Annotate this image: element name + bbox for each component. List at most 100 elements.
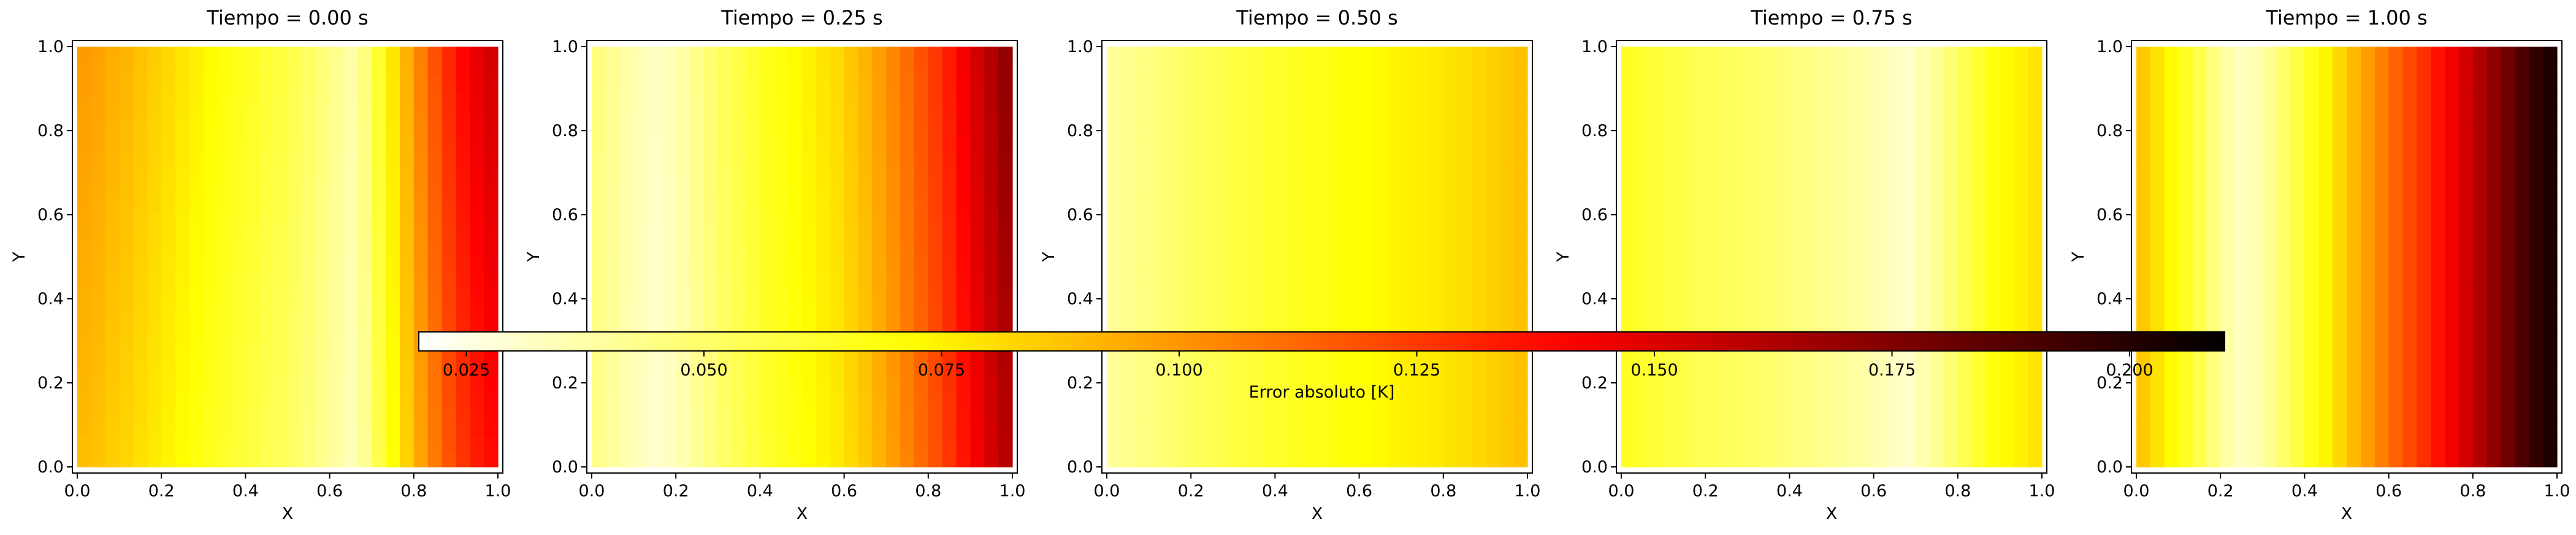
heatmap-cell bbox=[1971, 421, 1987, 437]
heatmap-cell bbox=[315, 256, 331, 272]
heatmap-cell bbox=[1957, 106, 1973, 122]
heatmap-cell bbox=[1845, 271, 1860, 288]
heatmap-cell bbox=[872, 212, 887, 228]
heatmap-cell bbox=[1331, 377, 1346, 393]
heatmap-cell bbox=[1705, 182, 1720, 198]
heatmap-cell bbox=[427, 91, 443, 107]
heatmap-cell bbox=[273, 331, 288, 347]
heatmap-cell bbox=[1943, 242, 1959, 258]
heatmap-cell bbox=[105, 331, 120, 347]
heatmap-cell bbox=[1331, 421, 1346, 437]
heatmap-cell bbox=[2276, 182, 2291, 198]
heatmap-cell bbox=[1120, 152, 1136, 167]
heatmap-cell bbox=[273, 91, 288, 107]
heatmap-cell bbox=[77, 152, 92, 167]
heatmap-cell bbox=[259, 287, 274, 302]
heatmap-cell bbox=[746, 421, 760, 437]
heatmap-cell bbox=[928, 152, 943, 167]
heatmap-cell bbox=[1177, 136, 1191, 152]
heatmap-cell bbox=[830, 166, 845, 182]
heatmap-cell bbox=[984, 136, 999, 152]
heatmap-cell bbox=[1916, 407, 1930, 423]
heatmap-cell bbox=[1163, 242, 1177, 258]
heatmap-cell bbox=[914, 391, 929, 407]
heatmap-cell bbox=[1916, 421, 1930, 437]
heatmap-cell bbox=[1775, 121, 1790, 137]
heatmap-cell bbox=[1205, 317, 1220, 333]
heatmap-cell bbox=[2360, 121, 2375, 137]
heatmap-cell bbox=[161, 152, 176, 167]
heatmap-cell bbox=[648, 182, 662, 198]
heatmap-cell bbox=[456, 256, 470, 272]
heatmap-cell bbox=[774, 407, 789, 423]
heatmap-cell bbox=[1177, 377, 1191, 393]
heatmap-cell bbox=[2360, 196, 2375, 212]
heatmap-cell bbox=[2276, 136, 2291, 152]
heatmap-cell bbox=[1930, 196, 1944, 212]
heatmap-cell bbox=[605, 196, 621, 212]
heatmap-cell bbox=[2304, 361, 2319, 377]
heatmap-cell bbox=[203, 47, 218, 63]
heatmap-cell bbox=[830, 61, 845, 77]
heatmap-cell bbox=[2501, 182, 2515, 198]
y-axis-label: Y bbox=[1039, 252, 1058, 263]
heatmap-cell bbox=[1218, 47, 1234, 63]
heatmap-cell bbox=[1218, 242, 1234, 258]
heatmap-cell bbox=[441, 242, 456, 258]
heatmap-cell bbox=[2445, 242, 2459, 258]
heatmap-cell bbox=[872, 106, 887, 122]
heatmap-cell bbox=[1148, 196, 1164, 212]
heatmap-cell bbox=[2304, 331, 2319, 347]
heatmap-cell bbox=[2150, 152, 2165, 167]
heatmap-cell bbox=[1971, 242, 1987, 258]
heatmap-cell bbox=[2192, 421, 2207, 437]
heatmap-cell bbox=[343, 361, 358, 377]
heatmap-cell bbox=[1415, 182, 1430, 198]
heatmap-cell bbox=[1789, 421, 1804, 437]
heatmap-cell bbox=[1705, 242, 1720, 258]
heatmap-cell bbox=[1901, 61, 1916, 77]
heatmap-cell bbox=[1233, 61, 1248, 77]
heatmap-cell bbox=[399, 166, 415, 182]
heatmap-cell bbox=[273, 121, 288, 137]
heatmap-cell bbox=[161, 391, 176, 407]
heatmap-cell bbox=[1635, 287, 1650, 302]
heatmap-cell bbox=[2164, 452, 2179, 468]
heatmap-cell bbox=[1457, 91, 1472, 107]
heatmap-cell bbox=[1485, 421, 1500, 437]
heatmap-cell bbox=[2178, 377, 2193, 393]
heatmap-cell bbox=[456, 106, 470, 122]
heatmap-cell bbox=[1719, 391, 1734, 407]
heatmap-cell bbox=[1233, 182, 1248, 198]
heatmap-cell bbox=[2028, 166, 2043, 182]
heatmap-cell bbox=[1120, 196, 1136, 212]
heatmap-cell bbox=[1218, 452, 1234, 468]
heatmap-cell bbox=[315, 421, 331, 437]
heatmap-cell bbox=[273, 61, 288, 77]
heatmap-cell bbox=[175, 61, 190, 77]
heatmap-cell bbox=[119, 136, 134, 152]
heatmap-cell bbox=[1275, 287, 1290, 302]
heatmap-cell bbox=[1373, 452, 1388, 468]
heatmap-cell bbox=[648, 301, 662, 317]
heatmap-cell bbox=[760, 121, 774, 137]
heatmap-cell bbox=[1233, 47, 1248, 63]
heatmap-cell bbox=[2543, 407, 2558, 423]
heatmap-cell bbox=[760, 377, 774, 393]
heatmap-cell bbox=[858, 301, 873, 317]
heatmap-cell bbox=[1415, 271, 1430, 288]
axes-frame bbox=[2131, 40, 2563, 474]
heatmap-cell bbox=[1163, 271, 1177, 288]
heatmap-cell bbox=[2515, 347, 2529, 363]
heatmap-cell bbox=[984, 361, 999, 377]
heatmap-cell bbox=[774, 121, 789, 137]
heatmap-cell bbox=[133, 196, 148, 212]
heatmap-cell bbox=[619, 301, 635, 317]
heatmap-cell bbox=[2164, 437, 2179, 453]
heatmap-cell bbox=[2515, 287, 2529, 302]
heatmap-cell bbox=[1485, 182, 1500, 198]
heatmap-cell bbox=[942, 136, 957, 152]
heatmap-cell bbox=[2290, 437, 2305, 453]
heatmap-cell bbox=[2417, 377, 2431, 393]
heatmap-cell bbox=[1177, 407, 1191, 423]
